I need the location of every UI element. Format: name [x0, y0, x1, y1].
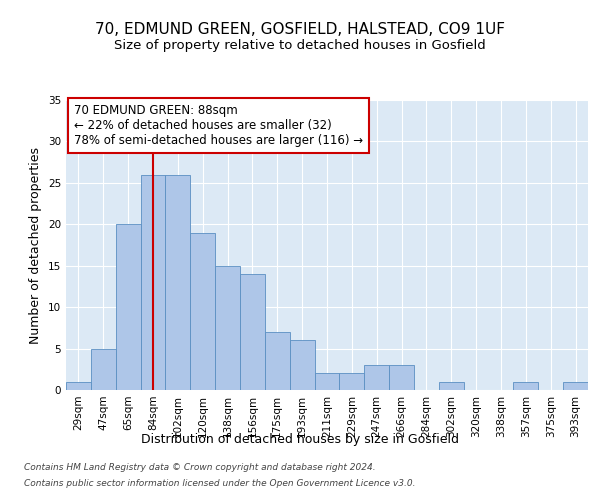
Bar: [563, 382, 588, 390]
Bar: [66, 382, 91, 390]
Bar: [116, 224, 140, 390]
Bar: [340, 374, 364, 390]
Bar: [215, 266, 240, 390]
Bar: [514, 382, 538, 390]
Text: Contains public sector information licensed under the Open Government Licence v3: Contains public sector information licen…: [24, 478, 415, 488]
Bar: [91, 348, 116, 390]
Text: Distribution of detached houses by size in Gosfield: Distribution of detached houses by size …: [141, 432, 459, 446]
Bar: [240, 274, 265, 390]
Bar: [364, 365, 389, 390]
Text: Size of property relative to detached houses in Gosfield: Size of property relative to detached ho…: [114, 40, 486, 52]
Text: 70 EDMUND GREEN: 88sqm
← 22% of detached houses are smaller (32)
78% of semi-det: 70 EDMUND GREEN: 88sqm ← 22% of detached…: [74, 104, 363, 148]
Bar: [265, 332, 290, 390]
Bar: [190, 232, 215, 390]
Bar: [439, 382, 464, 390]
Bar: [290, 340, 314, 390]
Bar: [314, 374, 340, 390]
Y-axis label: Number of detached properties: Number of detached properties: [29, 146, 43, 344]
Bar: [166, 174, 190, 390]
Text: 70, EDMUND GREEN, GOSFIELD, HALSTEAD, CO9 1UF: 70, EDMUND GREEN, GOSFIELD, HALSTEAD, CO…: [95, 22, 505, 38]
Bar: [140, 174, 166, 390]
Bar: [389, 365, 414, 390]
Text: Contains HM Land Registry data © Crown copyright and database right 2024.: Contains HM Land Registry data © Crown c…: [24, 464, 376, 472]
